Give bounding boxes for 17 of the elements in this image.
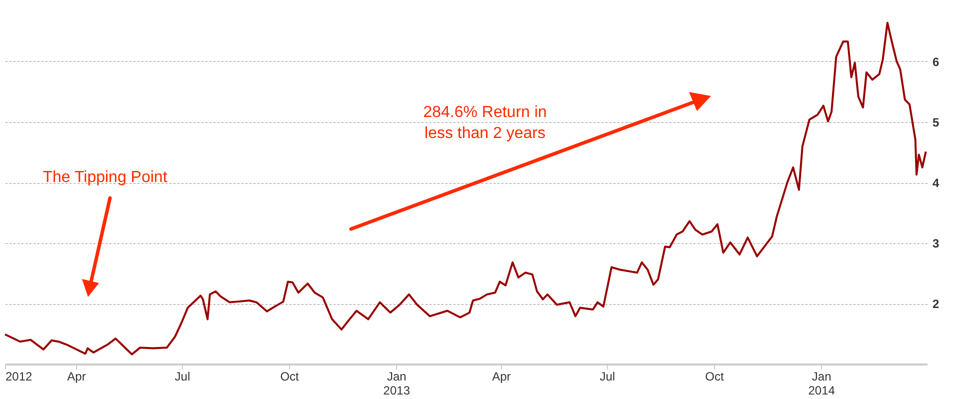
x-tick-label: Jan 2013 bbox=[383, 370, 410, 398]
y-tick-label: 2 bbox=[932, 297, 940, 311]
y-tick-label: 6 bbox=[932, 55, 940, 69]
y-tick-label: 3 bbox=[932, 236, 940, 250]
x-tick-label: Oct bbox=[705, 370, 724, 384]
x-tick-label: Apr bbox=[492, 370, 511, 384]
annotation: The Tipping Point bbox=[42, 169, 168, 186]
x-tick-label: Apr bbox=[67, 370, 86, 384]
line-series bbox=[4, 22, 927, 356]
x-tick-label: Jul bbox=[600, 370, 616, 384]
y-tick-label: 4 bbox=[932, 176, 940, 190]
annotation: 284.6% Return in less than 2 years bbox=[423, 104, 547, 142]
y-tick-label: 5 bbox=[932, 116, 940, 130]
x-tick-label: Oct bbox=[280, 370, 300, 384]
x-tick-label: Jul bbox=[174, 370, 190, 384]
x-tick-label: Jan 2014 bbox=[808, 370, 836, 398]
x-tick-label: 2012 bbox=[6, 370, 33, 384]
